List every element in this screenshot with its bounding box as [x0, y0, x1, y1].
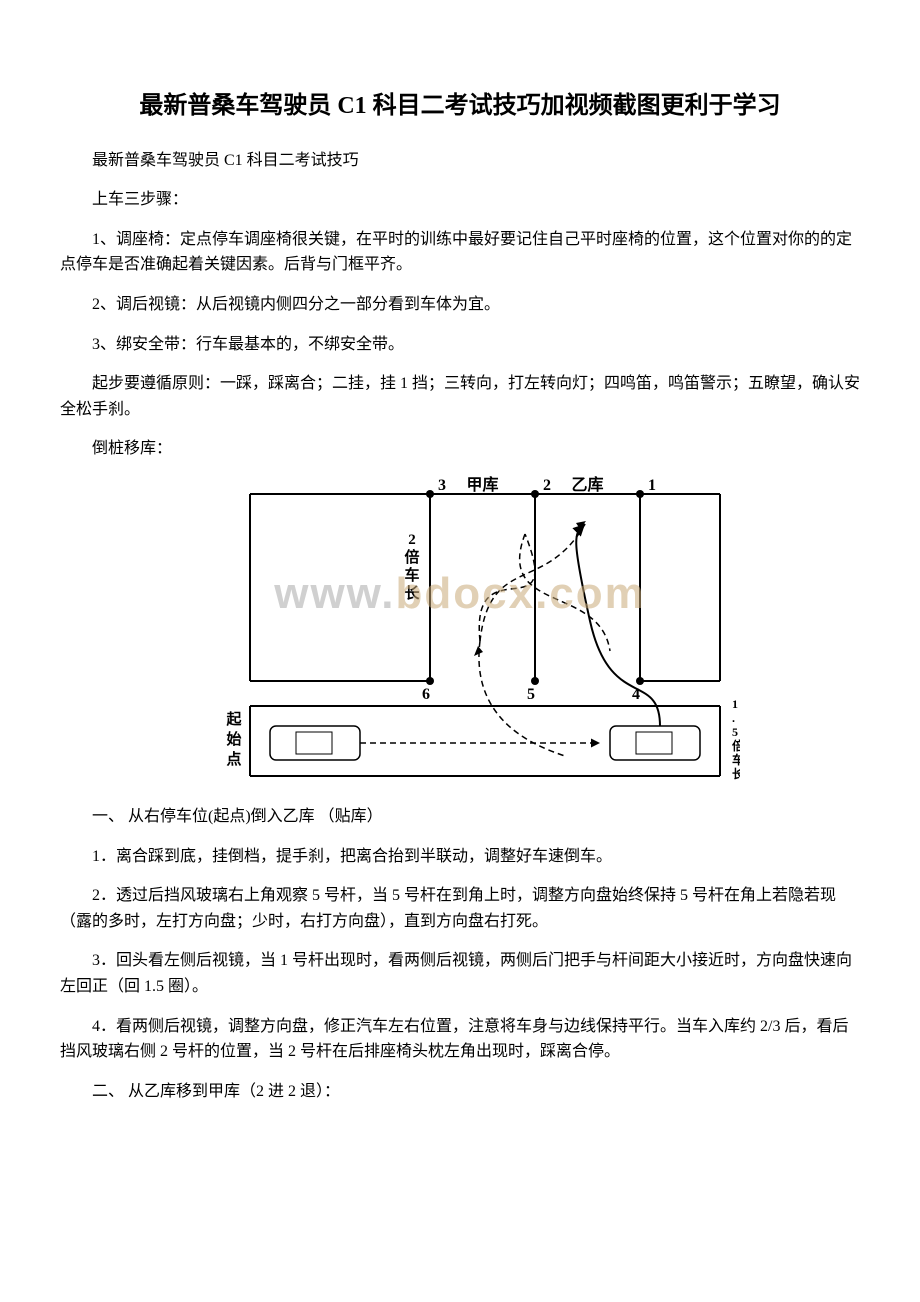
paragraph: 2．透过后挡风玻璃右上角观察 5 号杆，当 5 号杆在到角上时，调整方向盘始终保…	[60, 883, 860, 934]
svg-text:2: 2	[543, 477, 551, 494]
svg-text:.: .	[732, 711, 735, 725]
svg-text:倍: 倍	[732, 738, 740, 753]
svg-text:1: 1	[648, 477, 656, 494]
section-heading: 二、 从乙库移到甲库（2 进 2 退）：	[60, 1079, 860, 1105]
svg-text:长: 长	[404, 584, 420, 602]
svg-text:始: 始	[226, 730, 241, 748]
paragraph: 1．离合踩到底，挂倒档，提手刹，把离合抬到半联动，调整好车速倒车。	[60, 844, 860, 870]
paragraph: 4．看两侧后视镜，调整方向盘，修正汽车左右位置，注意将车身与边线保持平行。当车入…	[60, 1014, 860, 1065]
parking-diagram: 321654甲库乙库2倍车长1.5倍车长起始点 www.bdocx.com	[180, 476, 740, 786]
paragraph: 3、绑安全带：行车最基本的，不绑安全带。	[60, 332, 860, 358]
paragraph: 3．回头看左侧后视镜，当 1 号杆出现时，看两侧后视镜，两侧后门把手与杆间距大小…	[60, 948, 860, 999]
paragraph: 上车三步骤：	[60, 187, 860, 213]
svg-text:5: 5	[732, 725, 738, 739]
paragraph: 倒桩移库：	[60, 436, 860, 462]
section-heading: 一、 从右停车位(起点)倒入乙库 （贴库）	[60, 804, 860, 830]
svg-text:2: 2	[408, 532, 416, 548]
svg-text:长: 长	[732, 766, 740, 781]
svg-text:起: 起	[225, 711, 242, 728]
svg-text:6: 6	[422, 686, 430, 703]
svg-text:3: 3	[438, 477, 446, 494]
svg-text:倍: 倍	[404, 548, 419, 566]
page-title: 最新普桑车驾驶员 C1 科目二考试技巧加视频截图更利于学习	[60, 90, 860, 124]
paragraph: 最新普桑车驾驶员 C1 科目二考试技巧	[60, 148, 860, 174]
svg-text:1: 1	[732, 697, 738, 711]
paragraph: 起步要遵循原则：一踩，踩离合；二挂，挂 1 挡；三转向，打左转向灯；四鸣笛，鸣笛…	[60, 371, 860, 422]
svg-text:点: 点	[226, 751, 241, 768]
svg-text:车: 车	[404, 566, 419, 584]
svg-text:乙库: 乙库	[571, 476, 603, 494]
svg-text:5: 5	[527, 686, 535, 703]
paragraph: 1、调座椅：定点停车调座椅很关键，在平时的训练中最好要记住自己平时座椅的位置，这…	[60, 227, 860, 278]
svg-text:甲库: 甲库	[466, 476, 498, 494]
paragraph: 2、调后视镜：从后视镜内侧四分之一部分看到车体为宜。	[60, 292, 860, 318]
svg-text:车: 车	[732, 752, 740, 767]
